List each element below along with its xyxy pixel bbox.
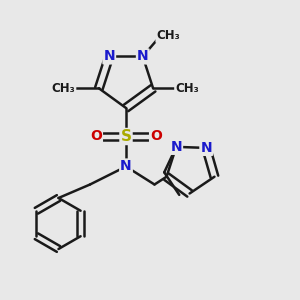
Text: CH₃: CH₃ <box>156 29 180 42</box>
Text: N: N <box>120 160 132 173</box>
Text: CH₃: CH₃ <box>52 82 75 95</box>
Text: N: N <box>103 50 115 63</box>
Text: O: O <box>90 130 102 143</box>
Text: CH₃: CH₃ <box>175 82 199 95</box>
Text: N: N <box>200 141 212 155</box>
Text: N: N <box>137 50 148 63</box>
Text: O: O <box>150 130 162 143</box>
Text: S: S <box>121 129 131 144</box>
Text: N: N <box>170 140 182 154</box>
